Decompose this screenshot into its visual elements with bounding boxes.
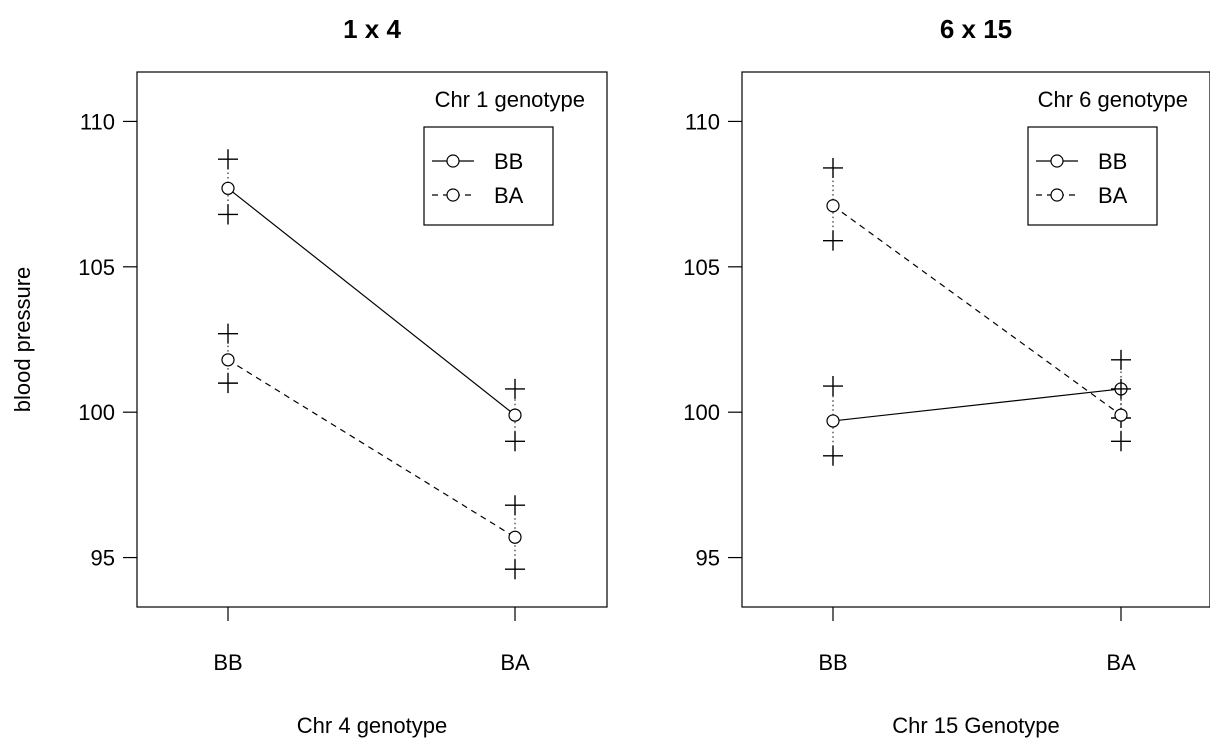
series-ba — [823, 157, 1131, 452]
y-tick-label: 105 — [683, 255, 720, 280]
x-tick-label: BB — [818, 650, 847, 675]
y-tick-label: 110 — [80, 109, 115, 134]
error-bound-marker — [823, 157, 843, 178]
legend-label: BA — [1098, 183, 1128, 208]
panel-2: 6 x 15 95 100 105 110 BB BA Chr 15 Genotype Chr … — [683, 14, 1210, 738]
data-point — [1114, 408, 1128, 422]
y-tick-label: 95 — [91, 546, 115, 571]
error-bound-marker — [505, 431, 525, 452]
legend-label: BB — [1098, 149, 1127, 174]
x-tick-label: BA — [1106, 650, 1136, 675]
x-axis-label: Chr 4 genotype — [297, 713, 447, 738]
legend-box — [1027, 126, 1158, 226]
chart-title: 1 x 4 — [343, 14, 401, 44]
error-bound-marker — [218, 204, 238, 225]
error-bound-marker — [1111, 378, 1131, 399]
plot-frame — [136, 71, 608, 608]
data-point — [221, 353, 235, 367]
data-point — [221, 181, 235, 195]
y-tick-label: 105 — [78, 255, 115, 280]
legend-title: Chr 6 genotype — [1038, 87, 1188, 112]
series-bb — [218, 149, 525, 452]
y-tick-label: 100 — [78, 400, 115, 425]
data-point — [508, 530, 522, 544]
series-line — [832, 388, 1122, 422]
x-axis-label: Chr 15 Genotype — [892, 713, 1060, 738]
x-tick-label: BA — [500, 650, 530, 675]
data-point — [826, 199, 840, 213]
error-bound-marker — [823, 230, 843, 251]
legend-label: BB — [494, 149, 523, 174]
legend-title: Chr 1 genotype — [435, 87, 585, 112]
legend: BB BA — [423, 126, 554, 226]
panel-1: 1 x 4 95 100 105 110 BB BA Chr 4 genotype blood … — [10, 14, 608, 738]
series-bb — [823, 349, 1131, 466]
x-tick-label: BB — [213, 650, 242, 675]
legend: BB BA — [1027, 126, 1158, 226]
series-line — [227, 359, 516, 538]
error-bound-marker — [218, 373, 238, 394]
plot-frame — [741, 71, 1210, 608]
error-bound-marker — [505, 495, 525, 516]
error-bound-marker — [1111, 349, 1131, 370]
chart-title: 6 x 15 — [940, 14, 1012, 44]
legend-box — [423, 126, 554, 226]
error-bound-marker — [1111, 431, 1131, 452]
error-bound-marker — [823, 376, 843, 397]
y-tick-label: 95 — [696, 546, 720, 571]
legend-label: BA — [494, 183, 524, 208]
error-bound-marker — [218, 323, 238, 344]
legend-point-sample — [1050, 188, 1064, 202]
legend-point-sample — [446, 154, 460, 168]
data-point — [826, 414, 840, 428]
error-bound-marker — [505, 378, 525, 399]
y-tick-label: 100 — [683, 400, 720, 425]
series-line — [832, 205, 1122, 416]
series-ba — [218, 323, 525, 580]
legend-point-sample — [446, 188, 460, 202]
legend-point-sample — [1050, 154, 1064, 168]
data-point — [508, 408, 522, 422]
error-bound-marker — [823, 445, 843, 466]
error-bound-marker — [505, 559, 525, 580]
series-line — [227, 187, 516, 416]
y-tick-label: 110 — [685, 109, 720, 134]
y-axis-label: blood pressure — [10, 267, 35, 413]
error-bound-marker — [218, 149, 238, 170]
